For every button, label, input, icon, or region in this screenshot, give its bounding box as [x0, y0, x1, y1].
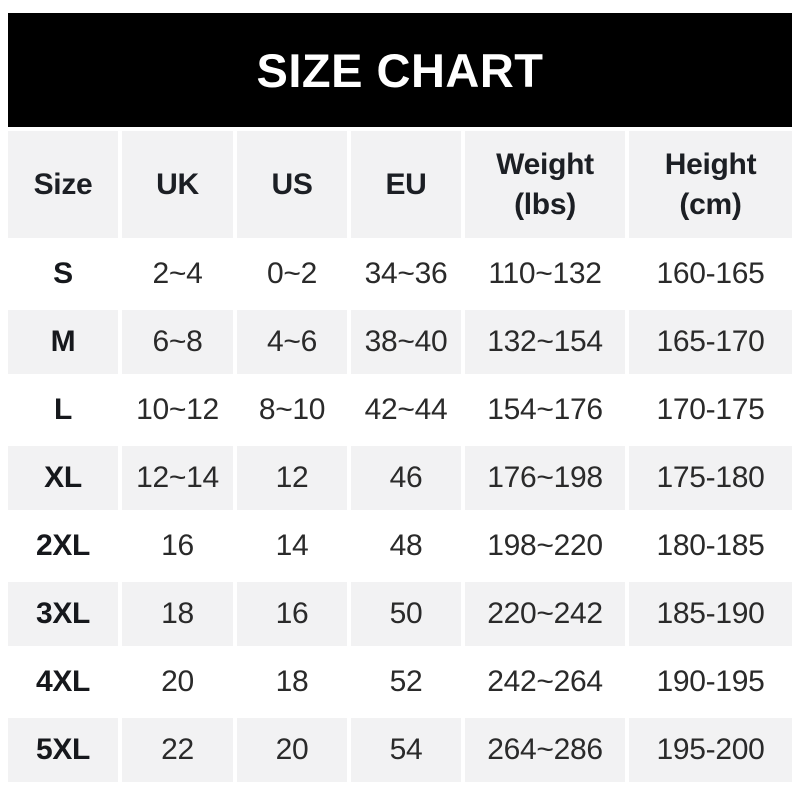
table-cell: 42~44: [351, 378, 461, 442]
table-cell: 198~220: [465, 514, 625, 578]
table-cell: 0~2: [237, 242, 347, 306]
table-cell: 20: [237, 718, 347, 782]
page-title: SIZE CHART: [256, 43, 544, 97]
size-label: 3XL: [8, 582, 118, 646]
table-cell: 110~132: [465, 242, 625, 306]
table-cell: 220~242: [465, 582, 625, 646]
table-cell: 20: [122, 650, 233, 714]
table-cell: 46: [351, 446, 461, 510]
table-cell: 8~10: [237, 378, 347, 442]
column-header-size: Size: [8, 131, 118, 238]
table-cell: 242~264: [465, 650, 625, 714]
size-label: 5XL: [8, 718, 118, 782]
column-header-weight: Weight (lbs): [465, 131, 625, 238]
table-cell: 170-175: [629, 378, 792, 442]
size-chart-banner: SIZE CHART: [8, 13, 792, 127]
size-label: L: [8, 378, 118, 442]
table-cell: 48: [351, 514, 461, 578]
table-cell: 160-165: [629, 242, 792, 306]
size-label: 4XL: [8, 650, 118, 714]
table-cell: 176~198: [465, 446, 625, 510]
table-cell: 16: [122, 514, 233, 578]
table-cell: 264~286: [465, 718, 625, 782]
table-cell: 38~40: [351, 310, 461, 374]
size-label: XL: [8, 446, 118, 510]
table-cell: 52: [351, 650, 461, 714]
column-header-eu: EU: [351, 131, 461, 238]
table-cell: 14: [237, 514, 347, 578]
table-cell: 6~8: [122, 310, 233, 374]
table-cell: 2~4: [122, 242, 233, 306]
column-header-height: Height (cm): [629, 131, 792, 238]
size-label: 2XL: [8, 514, 118, 578]
table-cell: 34~36: [351, 242, 461, 306]
size-chart-table: Size UK US EU Weight (lbs) Height (cm) S…: [8, 131, 792, 782]
column-header-us: US: [237, 131, 347, 238]
table-cell: 22: [122, 718, 233, 782]
table-cell: 195-200: [629, 718, 792, 782]
table-cell: 12: [237, 446, 347, 510]
table-cell: 185-190: [629, 582, 792, 646]
table-cell: 10~12: [122, 378, 233, 442]
size-label: S: [8, 242, 118, 306]
table-cell: 12~14: [122, 446, 233, 510]
table-cell: 154~176: [465, 378, 625, 442]
table-cell: 180-185: [629, 514, 792, 578]
table-cell: 18: [122, 582, 233, 646]
column-header-uk: UK: [122, 131, 233, 238]
size-label: M: [8, 310, 118, 374]
table-cell: 4~6: [237, 310, 347, 374]
table-cell: 165-170: [629, 310, 792, 374]
table-cell: 175-180: [629, 446, 792, 510]
table-cell: 190-195: [629, 650, 792, 714]
table-cell: 50: [351, 582, 461, 646]
table-cell: 16: [237, 582, 347, 646]
table-cell: 18: [237, 650, 347, 714]
table-cell: 54: [351, 718, 461, 782]
table-cell: 132~154: [465, 310, 625, 374]
